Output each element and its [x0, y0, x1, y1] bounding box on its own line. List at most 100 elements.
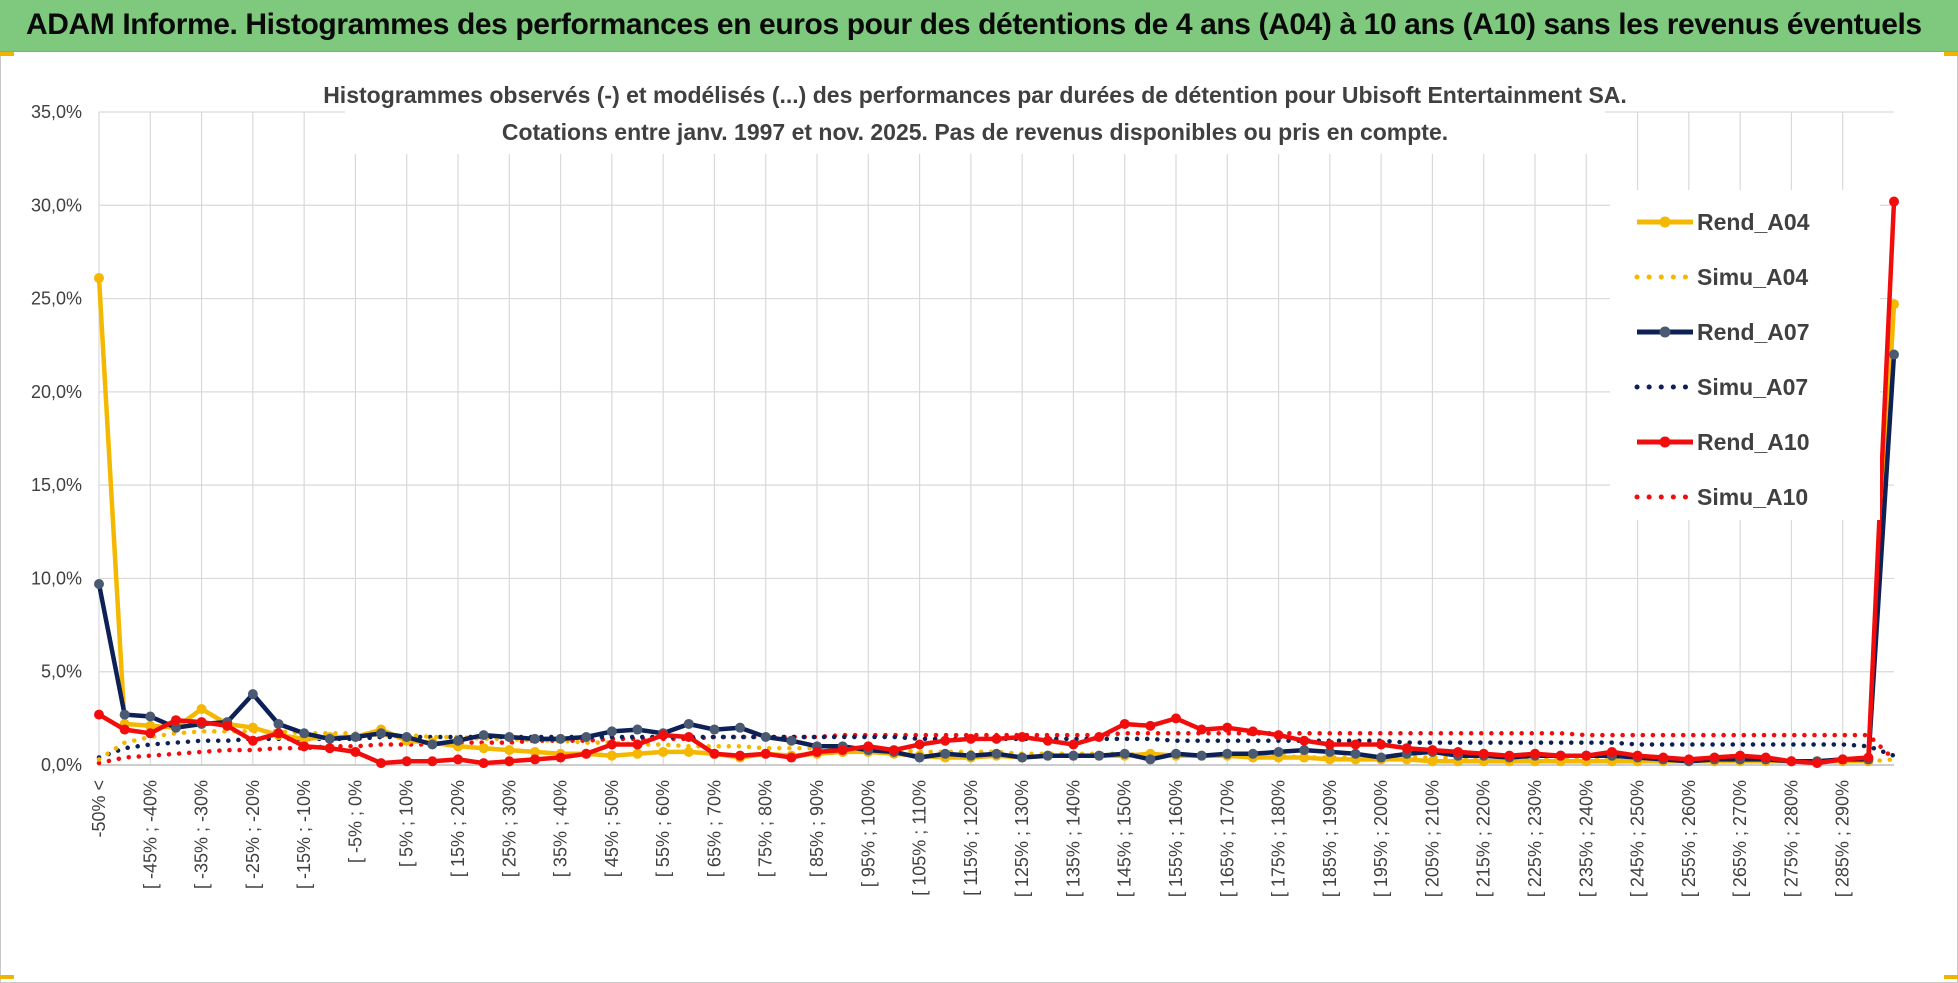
data-point — [914, 752, 925, 763]
title-banner: ADAM Informe. Histogrammes des performan… — [0, 0, 1958, 52]
corner-mark-bottom-left — [0, 975, 14, 979]
x-tick-label: [ 235% ; 240% — [1576, 780, 1596, 897]
data-point — [1350, 748, 1361, 759]
x-tick-label: [ 105% ; 110% — [910, 780, 930, 896]
data-point — [683, 718, 694, 729]
data-point — [940, 735, 951, 746]
x-tick-label: [ 165% ; 170% — [1217, 780, 1237, 897]
data-point — [401, 732, 412, 743]
data-point — [735, 722, 746, 733]
data-point — [1530, 748, 1540, 759]
data-point — [581, 732, 592, 743]
data-point — [1145, 754, 1156, 765]
legend-label: Simu_A10 — [1697, 484, 1808, 510]
y-tick-label: 0,0% — [41, 755, 82, 775]
x-tick-label: [ 15% ; 20% — [448, 780, 468, 877]
data-point — [709, 724, 720, 735]
data-point — [247, 689, 258, 700]
data-point — [1017, 732, 1028, 743]
data-point — [1478, 748, 1489, 759]
x-tick-label: [ -45% ; -40% — [140, 780, 160, 889]
x-tick-label: [ 85% ; 90% — [807, 780, 827, 877]
x-tick-label: [ -25% ; -20% — [243, 780, 263, 889]
data-point — [1324, 754, 1335, 765]
x-tick-label: [ 195% ; 200% — [1371, 780, 1391, 897]
x-tick-label: [ 95% ; 100% — [858, 780, 878, 887]
data-point — [1247, 748, 1258, 759]
data-point — [1119, 718, 1130, 729]
corner-mark-top-left — [0, 52, 14, 56]
x-tick-label: [ 245% ; 250% — [1628, 780, 1648, 897]
y-tick-label: 10,0% — [31, 568, 82, 588]
data-point — [119, 724, 130, 735]
data-point — [1196, 724, 1207, 735]
data-point — [1453, 746, 1464, 757]
data-point — [1709, 752, 1720, 763]
data-point — [1145, 720, 1156, 731]
data-point — [94, 579, 104, 590]
data-point — [786, 752, 797, 763]
x-tick-label: [ 185% ; 190% — [1320, 780, 1340, 897]
data-point — [196, 704, 207, 715]
data-point — [94, 273, 104, 284]
axes: 0,0% 5,0% 10,0% 15,0% 20,0% 25,0% 30,0% 35,0% -5… — [31, 102, 1894, 897]
chart-title: Histogrammes observés (-) et modélisés (… — [323, 74, 1627, 154]
data-point — [837, 745, 848, 756]
data-point — [1837, 754, 1848, 765]
x-tick-label: [ 75% ; 80% — [756, 780, 776, 877]
legend-label: Simu_A07 — [1697, 374, 1808, 400]
data-point — [504, 745, 515, 756]
data-point — [529, 733, 540, 744]
data-point — [1735, 750, 1746, 761]
data-point — [170, 722, 181, 733]
data-point — [632, 739, 643, 750]
x-tick-label: [ 55% ; 60% — [653, 780, 673, 877]
data-point — [1683, 754, 1694, 765]
x-tick-label: [ 215% ; 220% — [1474, 780, 1494, 897]
x-tick-label: [ 275% ; 280% — [1781, 780, 1801, 897]
data-point — [401, 756, 412, 767]
legend-item-rend-a07: Rend_A07 — [1637, 319, 1809, 345]
x-tick-label: [ 5% ; 10% — [397, 780, 417, 867]
data-point — [1299, 752, 1310, 763]
legend-item-simu-a10: Simu_A10 — [1634, 484, 1808, 510]
data-point — [658, 730, 669, 741]
x-tick-label: [ 115% ; 120% — [961, 780, 981, 896]
data-point — [1017, 752, 1028, 763]
x-tick-label: [ 35% ; 40% — [551, 780, 571, 877]
data-point — [222, 720, 233, 731]
data-point — [1042, 735, 1053, 746]
data-point — [709, 748, 720, 759]
data-point — [914, 739, 925, 750]
x-tick-label: [ 155% ; 160% — [1166, 780, 1186, 897]
data-point — [453, 754, 463, 765]
legend-label: Simu_A04 — [1697, 264, 1808, 290]
data-point — [632, 748, 643, 759]
corner-mark-top-right — [1944, 52, 1958, 56]
data-point — [1196, 750, 1207, 761]
data-point — [145, 720, 156, 731]
legend-label: Rend_A10 — [1697, 429, 1809, 455]
data-point — [863, 741, 874, 752]
data-point — [1068, 750, 1079, 761]
x-tick-label: -50% < — [89, 780, 109, 838]
data-point — [632, 724, 643, 735]
legend-marker — [1659, 436, 1671, 448]
data-point — [324, 743, 335, 754]
data-point — [427, 756, 438, 767]
data-point — [1094, 750, 1105, 761]
y-tick-label: 35,0% — [31, 102, 82, 122]
data-point — [888, 745, 899, 756]
corner-mark-bottom-right — [1944, 975, 1958, 979]
legend-marker — [1659, 216, 1671, 228]
data-point — [1068, 739, 1079, 750]
data-point — [606, 750, 617, 761]
page-title: ADAM Informe. Histogrammes des performan… — [26, 8, 1922, 41]
data-point — [606, 739, 617, 750]
data-point — [94, 709, 104, 720]
data-point — [1273, 730, 1284, 741]
x-tick-label: [ 125% ; 130% — [1012, 780, 1032, 897]
data-point — [812, 746, 822, 757]
data-point — [965, 733, 976, 744]
